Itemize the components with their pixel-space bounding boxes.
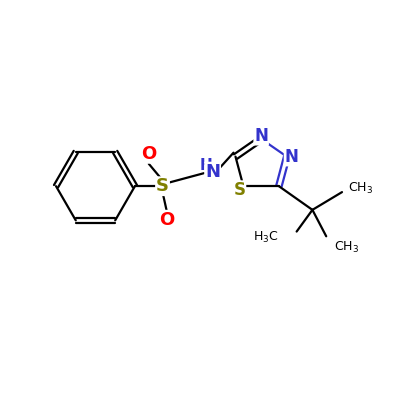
Text: N: N (205, 162, 220, 181)
Text: H: H (200, 158, 212, 173)
Text: O: O (159, 211, 174, 229)
Text: N: N (254, 127, 268, 145)
Text: S: S (156, 177, 169, 195)
Text: CH$_3$: CH$_3$ (334, 240, 359, 255)
Text: N: N (284, 148, 298, 166)
Text: O: O (141, 145, 156, 163)
Text: H$_3$C: H$_3$C (253, 230, 279, 245)
Text: S: S (234, 181, 246, 199)
Text: CH$_3$: CH$_3$ (348, 181, 373, 196)
